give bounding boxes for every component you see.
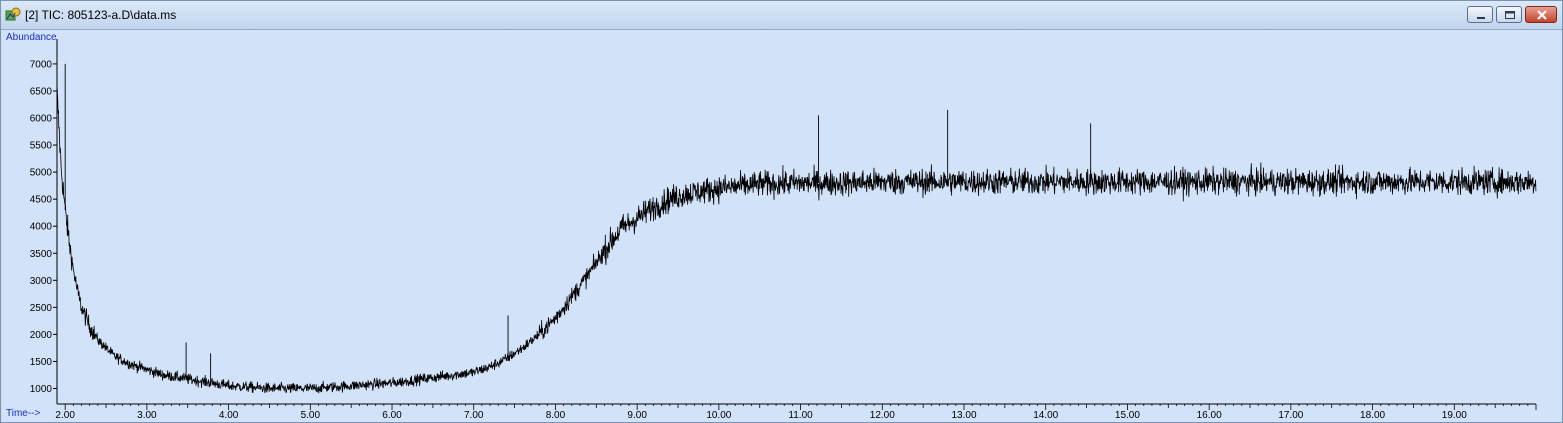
x-tick-label: 16.00 [1197, 410, 1222, 421]
x-axis-label: Time--> [6, 408, 41, 419]
close-button[interactable] [1525, 6, 1557, 23]
y-axis: 1000 1500 2000 2500 3000 3500 4000 4500 5000 5500… [30, 39, 58, 404]
plot-area[interactable] [2, 30, 1561, 422]
tic-trace [56, 84, 1537, 394]
minimize-icon [1477, 17, 1485, 19]
x-tick-label: 11.00 [788, 410, 813, 421]
y-tick-label: 7000 [30, 59, 53, 70]
y-tick-label: 5000 [30, 168, 53, 179]
x-tick-label: 9.00 [627, 410, 647, 421]
y-tick-label: 6000 [30, 114, 53, 125]
y-tick-label: 3000 [30, 276, 53, 287]
x-tick-label: 18.00 [1360, 410, 1385, 421]
x-tick-label: 4.00 [219, 410, 239, 421]
y-tick-label: 6500 [30, 86, 53, 97]
x-axis: 2.00 3.00 4.00 5.00 6.00 7.00 8.00 9.00 10.00 11.… [55, 403, 1537, 421]
x-tick-label: 5.00 [301, 410, 321, 421]
x-tick-label: 7.00 [464, 410, 484, 421]
y-tick-label: 4000 [30, 222, 53, 233]
minimize-button[interactable] [1467, 6, 1493, 23]
x-tick-label: 19.00 [1442, 410, 1467, 421]
chromatogram-icon [5, 7, 21, 21]
title-bar[interactable]: [2] TIC: 805123-a.D\data.ms [1, 1, 1562, 30]
y-tick-label: 2000 [30, 330, 53, 341]
maximize-icon [1505, 11, 1515, 19]
x-tick-label: 12.00 [870, 410, 895, 421]
x-tick-label: 3.00 [137, 410, 157, 421]
y-tick-label: 1500 [30, 357, 53, 368]
y-tick-label: 5500 [30, 141, 53, 152]
x-tick-label: 8.00 [546, 410, 566, 421]
maximize-button[interactable] [1496, 6, 1522, 23]
x-tick-label: 10.00 [706, 410, 731, 421]
x-tick-label: 13.00 [951, 410, 976, 421]
x-tick-label: 2.00 [55, 410, 75, 421]
x-tick-label: 6.00 [382, 410, 402, 421]
x-tick-label: 15.00 [1115, 410, 1140, 421]
y-axis-label: Abundance [6, 32, 57, 43]
y-tick-label: 4500 [30, 195, 53, 206]
y-tick-label: 3500 [30, 249, 53, 260]
y-tick-label: 1000 [30, 384, 53, 395]
window-title: [2] TIC: 805123-a.D\data.ms [25, 8, 177, 22]
spike-layer [64, 63, 1092, 383]
y-tick-label: 2500 [30, 303, 53, 314]
x-tick-label: 17.00 [1278, 410, 1303, 421]
close-icon [1537, 10, 1547, 20]
x-tick-label: 14.00 [1033, 410, 1058, 421]
